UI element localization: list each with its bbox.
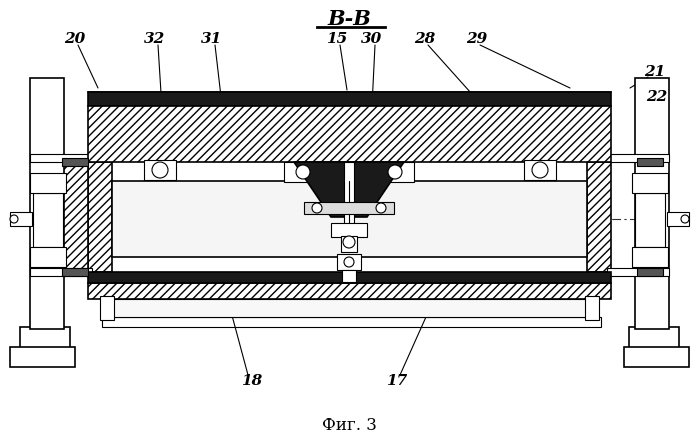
Bar bbox=[88, 283, 611, 299]
Bar bbox=[607, 154, 669, 162]
Text: 15: 15 bbox=[326, 32, 347, 46]
Bar bbox=[635, 78, 669, 329]
Bar bbox=[30, 173, 66, 193]
Bar bbox=[102, 299, 597, 317]
Bar bbox=[112, 181, 587, 257]
Bar bbox=[632, 173, 668, 193]
Bar bbox=[30, 154, 92, 162]
Circle shape bbox=[152, 162, 168, 178]
Text: 32: 32 bbox=[145, 32, 166, 46]
Text: 29: 29 bbox=[466, 32, 488, 46]
Text: 17: 17 bbox=[387, 374, 408, 388]
Bar bbox=[635, 193, 665, 247]
Bar bbox=[637, 158, 663, 166]
Bar bbox=[344, 162, 354, 242]
Bar bbox=[667, 212, 689, 226]
Text: 22: 22 bbox=[647, 90, 668, 104]
Circle shape bbox=[10, 215, 18, 223]
Bar bbox=[62, 268, 88, 276]
Bar bbox=[30, 247, 66, 267]
Bar bbox=[10, 347, 75, 367]
Circle shape bbox=[388, 165, 402, 179]
Bar bbox=[10, 212, 32, 226]
Bar bbox=[524, 160, 556, 180]
Bar bbox=[587, 162, 611, 272]
Bar bbox=[88, 162, 112, 272]
Circle shape bbox=[376, 203, 386, 213]
Bar bbox=[284, 162, 322, 182]
Text: 31: 31 bbox=[201, 32, 222, 46]
Text: 28: 28 bbox=[415, 32, 435, 46]
Bar bbox=[342, 270, 356, 282]
Text: 21: 21 bbox=[644, 65, 665, 79]
Text: 30: 30 bbox=[361, 32, 382, 46]
Bar bbox=[88, 106, 611, 162]
Bar bbox=[629, 327, 679, 349]
Bar bbox=[632, 247, 668, 267]
Bar bbox=[144, 160, 176, 180]
Bar bbox=[376, 162, 414, 182]
Bar bbox=[88, 92, 611, 106]
Bar bbox=[304, 202, 394, 214]
Circle shape bbox=[312, 203, 322, 213]
Bar bbox=[585, 296, 599, 320]
Polygon shape bbox=[294, 162, 404, 217]
Circle shape bbox=[343, 236, 355, 248]
Circle shape bbox=[681, 215, 689, 223]
Bar bbox=[33, 193, 63, 247]
Bar bbox=[30, 268, 92, 276]
Bar bbox=[637, 268, 663, 276]
Bar bbox=[100, 296, 114, 320]
Text: 20: 20 bbox=[64, 32, 85, 46]
Circle shape bbox=[344, 257, 354, 267]
Bar bbox=[341, 236, 357, 252]
Bar bbox=[30, 78, 64, 329]
Bar bbox=[624, 347, 689, 367]
Text: В-В: В-В bbox=[327, 9, 371, 29]
Bar bbox=[62, 158, 88, 166]
Text: Фиг. 3: Фиг. 3 bbox=[322, 417, 377, 434]
Circle shape bbox=[532, 162, 548, 178]
Bar bbox=[337, 254, 361, 270]
Bar bbox=[88, 272, 611, 283]
Text: 18: 18 bbox=[241, 374, 263, 388]
Bar bbox=[607, 268, 669, 276]
Bar bbox=[102, 317, 601, 327]
Bar bbox=[637, 162, 663, 272]
Bar bbox=[331, 223, 367, 237]
Bar bbox=[62, 162, 88, 272]
Circle shape bbox=[296, 165, 310, 179]
Bar bbox=[20, 327, 70, 349]
